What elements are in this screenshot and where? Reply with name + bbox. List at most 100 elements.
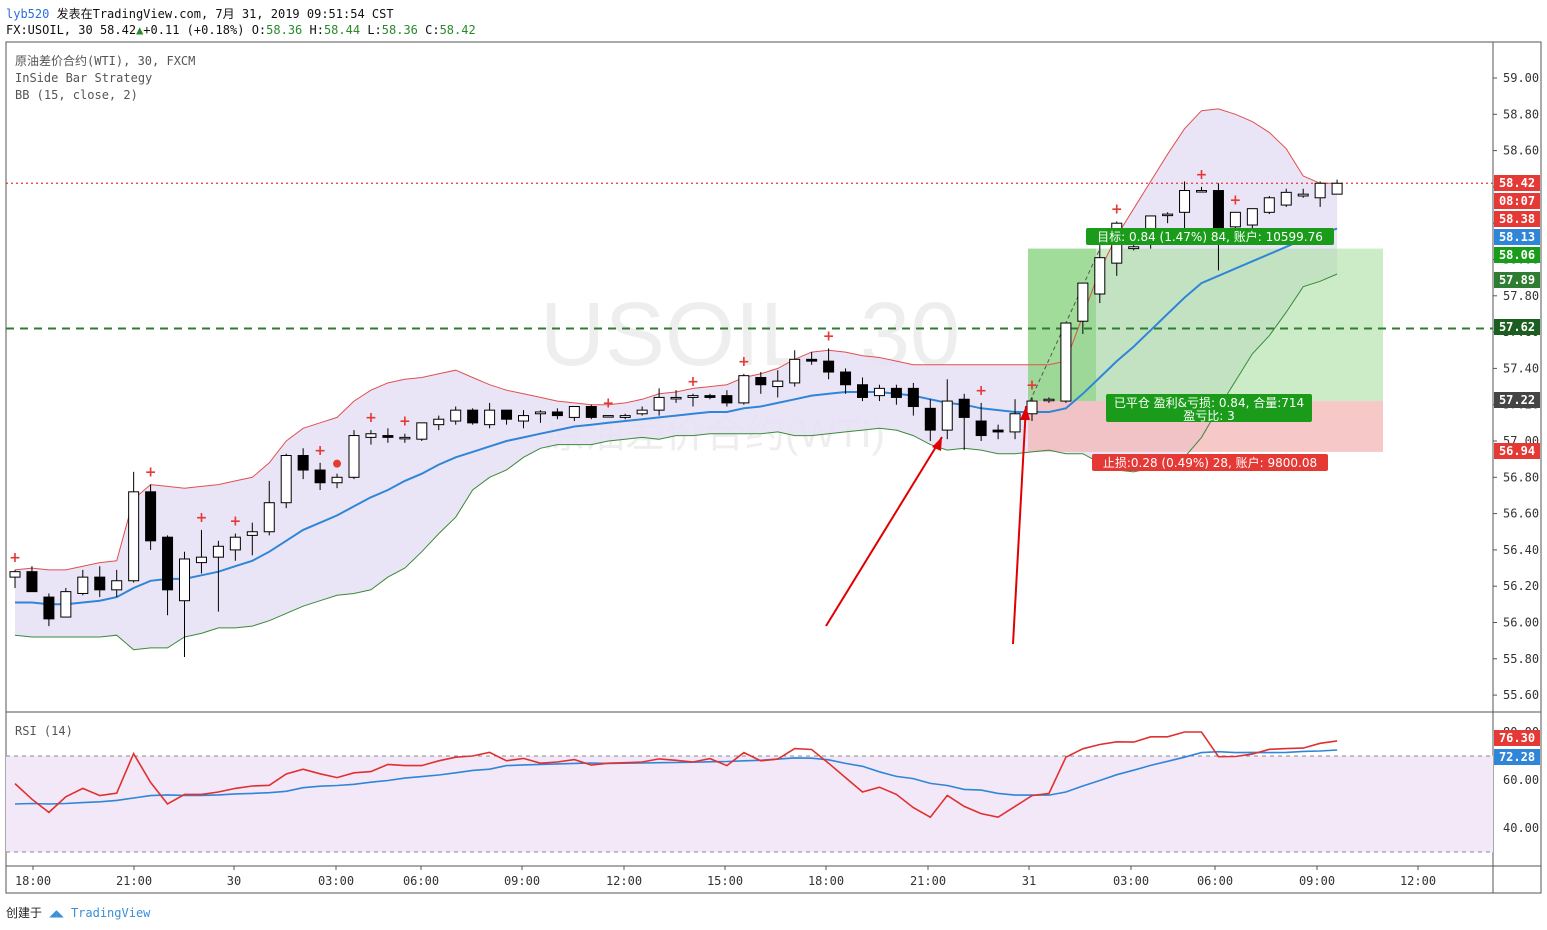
price-tick-label: 56.80 (1503, 470, 1539, 484)
closed-label: 盈亏比: 3 (1183, 409, 1235, 423)
candle-body (873, 387, 885, 397)
candle-body (467, 409, 479, 424)
candle-body (806, 358, 818, 362)
ohlc-header: FX:USOIL, 30 58.42▲+0.11 (+0.18%) O:58.3… (6, 23, 476, 37)
candle-body (433, 418, 445, 426)
candle-body (890, 387, 902, 398)
price-tick-label: 59.00 (1503, 71, 1539, 85)
time-tick-label: 18:00 (15, 874, 51, 888)
candle-body (179, 558, 190, 602)
rsi-badge-label: 72.28 (1499, 750, 1535, 764)
close-value: 58.42 (439, 23, 476, 37)
time-tick-label: 31 (1022, 874, 1036, 888)
candle-body (297, 455, 309, 471)
price-badge (1494, 443, 1540, 459)
price-badge-label: 58.06 (1499, 248, 1535, 262)
price-badge (1494, 211, 1540, 227)
target-label: 目标: 0.84 (1.47%) 84, 账户: 10599.76 (1097, 229, 1323, 244)
candle-body (94, 576, 106, 591)
candle-body (1314, 182, 1326, 199)
candle-body (111, 580, 123, 591)
candle-body (789, 358, 801, 384)
time-tick-label: 21:00 (910, 874, 946, 888)
price-badge-label: 58.13 (1499, 230, 1535, 244)
candle-body (1179, 190, 1191, 213)
candle-body (772, 380, 784, 388)
candle-body (1009, 413, 1021, 433)
low-value: 58.36 (381, 23, 418, 37)
time-tick-label: 09:00 (1299, 874, 1335, 888)
publish-info: lyb520 发表在TradingView.com, 7月 31, 2019 0… (6, 5, 394, 22)
legend-indicator[interactable]: BB (15, close, 2) (15, 88, 138, 102)
time-tick-label: 12:00 (1400, 874, 1436, 888)
tradingview-logo-icon[interactable]: ◢◣ (49, 906, 64, 920)
legend-instrument[interactable]: 原油差价合约(WTI), 30, FXCM (15, 54, 196, 68)
candle-body (636, 409, 648, 415)
candle-body (348, 435, 360, 478)
candle-body (941, 400, 953, 431)
price-badge (1494, 193, 1540, 209)
signal-marker: + (975, 383, 987, 399)
legend-strategy[interactable]: InSide Bar Strategy (15, 71, 153, 85)
candle-body (195, 556, 207, 564)
candle-body (551, 411, 563, 417)
candle-body (857, 384, 868, 398)
rsi-title: RSI (14) (15, 724, 73, 738)
candle-body (1331, 182, 1343, 195)
candle-body (755, 376, 767, 386)
candle-body (399, 436, 411, 440)
time-tick-label: 06:00 (1197, 874, 1233, 888)
signal-marker: + (1111, 201, 1123, 217)
candle-body (924, 407, 936, 431)
candle-body (365, 433, 377, 438)
author-link[interactable]: lyb520 (6, 7, 50, 21)
symbol-label: FX:USOIL, 30 (6, 23, 93, 37)
candle-body (585, 406, 597, 418)
candle-body (975, 420, 987, 437)
bb-basis-line (15, 227, 1338, 606)
price-tick-label: 57.80 (1503, 289, 1539, 303)
change-text: +0.11 (+0.18%) (143, 23, 245, 37)
candle-body (229, 536, 241, 551)
candle-body (314, 469, 326, 484)
candle-body (1263, 197, 1275, 213)
signal-marker: + (823, 328, 835, 344)
signal-marker: + (9, 550, 21, 566)
candle-body (280, 455, 292, 504)
published-text: 发表在TradingView.com, 7月 31, 2019 09:51:54… (56, 7, 394, 21)
candle-body (212, 545, 224, 558)
candle-body (518, 415, 529, 422)
annotation-arrow (1012, 405, 1027, 645)
candle-body (331, 476, 343, 484)
candle-body (1060, 322, 1072, 402)
price-badge-label: 57.89 (1499, 273, 1535, 287)
candle-body (619, 415, 631, 418)
candle-body (1026, 400, 1038, 415)
candle-body (1128, 246, 1140, 250)
candle-body (534, 411, 546, 415)
candle-body (653, 396, 665, 411)
time-tick-label: 12:00 (606, 874, 642, 888)
price-tick-label: 55.80 (1503, 652, 1539, 666)
candle-body (1196, 190, 1207, 193)
price-badge (1494, 392, 1540, 408)
last-price: 58.42 (99, 23, 137, 37)
candle-body (1162, 213, 1174, 217)
annotation-arrow (825, 436, 943, 627)
signal-marker: + (1230, 192, 1242, 208)
price-badge (1494, 272, 1540, 288)
candle-body (823, 360, 835, 373)
candle-body (501, 409, 513, 420)
candle-body (670, 396, 682, 400)
tradingview-brand[interactable]: TradingView (70, 906, 151, 920)
high-label: H: (309, 23, 324, 37)
signal-marker: + (687, 374, 699, 390)
price-badge-label: 56.94 (1499, 444, 1535, 458)
price-tick-label: 58.80 (1503, 107, 1539, 121)
stop-label: 止损:0.28 (0.49%) 28, 账户: 9800.08 (1103, 455, 1317, 470)
time-tick-label: 03:00 (1113, 874, 1149, 888)
footer: 创建于 ◢◣ TradingView (6, 904, 150, 921)
candle-body (26, 571, 38, 593)
time-tick-label: 09:00 (504, 874, 540, 888)
